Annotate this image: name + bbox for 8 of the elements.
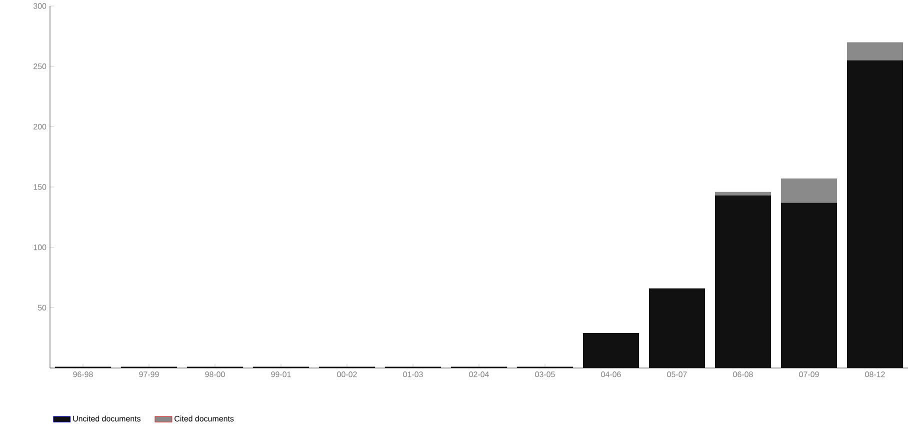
- bar: [846, 42, 904, 60]
- bar: [846, 60, 904, 368]
- bar: [714, 195, 772, 368]
- bar: [780, 202, 838, 368]
- bar: [648, 288, 706, 368]
- bar: [714, 192, 772, 196]
- bar: [582, 333, 640, 368]
- bar: [780, 178, 838, 203]
